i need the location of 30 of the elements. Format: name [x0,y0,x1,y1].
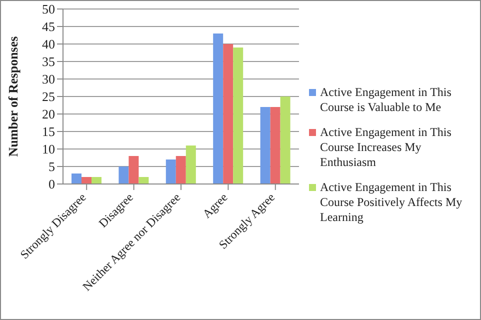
bar [81,177,92,184]
bar [213,34,224,184]
bar [91,177,102,184]
bar [128,156,139,184]
y-tick-label: 35 [42,54,55,70]
legend-label: Active Engagement in This Course Increases My Enthusiasm [320,125,452,170]
bar [186,146,196,184]
y-tick-label: 30 [42,72,55,87]
y-tick-label: 10 [42,142,55,157]
y-tick-label: 5 [48,159,55,174]
bar [280,96,290,184]
y-tick-label: 20 [42,106,55,122]
bar [176,156,186,184]
bar [138,177,149,184]
y-tick-label: 15 [42,124,55,140]
y-tick-label: 25 [42,89,55,104]
bar [223,44,234,184]
y-tick-label: 45 [42,19,55,34]
bar [166,160,176,184]
legend-label: Active Engagement in This Course Positively Affects My Learning [320,180,464,225]
y-tick-label: 40 [42,36,55,52]
bar [260,107,270,184]
y-tick-label: 0 [48,176,55,192]
bar [118,166,129,184]
bar [71,174,82,184]
bar [233,48,244,184]
legend-label: Active Engagement in This Course is Valuable to Me [320,85,452,115]
y-axis-title: Number of Responses [6,36,21,157]
y-tick-label: 50 [42,2,55,17]
bar [270,107,280,184]
